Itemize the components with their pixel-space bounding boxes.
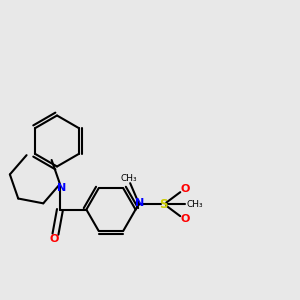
Text: O: O bbox=[49, 234, 58, 244]
Text: N: N bbox=[57, 183, 66, 193]
Text: O: O bbox=[180, 184, 189, 194]
Text: O: O bbox=[180, 214, 189, 224]
Text: N: N bbox=[134, 198, 144, 208]
Text: CH₃: CH₃ bbox=[120, 174, 137, 183]
Text: CH₃: CH₃ bbox=[187, 200, 204, 209]
Text: S: S bbox=[160, 198, 168, 211]
